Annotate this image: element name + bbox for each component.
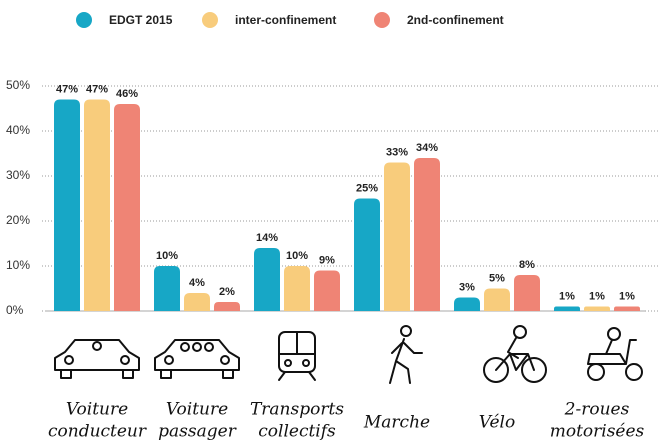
bar <box>154 266 180 311</box>
scooter-icon <box>587 327 643 381</box>
category-label: Vélo <box>479 413 515 433</box>
category-label: Voiture <box>66 400 128 420</box>
category-label: collectifs <box>258 422 336 442</box>
legend-label: 2nd-confinement <box>407 13 504 27</box>
legend-swatch <box>76 12 92 28</box>
value-label: 1% <box>619 290 635 302</box>
legend-swatch <box>202 12 218 28</box>
bar <box>484 288 510 311</box>
value-label: 47% <box>86 83 108 95</box>
bar <box>614 306 640 311</box>
legend-label: inter-confinement <box>235 13 336 27</box>
category-label: 2-roues <box>564 400 630 420</box>
value-label: 25% <box>356 182 378 194</box>
train-icon <box>278 331 316 381</box>
y-tick-label: 0% <box>6 303 24 317</box>
bar <box>84 99 110 311</box>
value-label: 33% <box>386 146 408 158</box>
category-label: Marche <box>363 413 430 433</box>
bar <box>214 302 240 311</box>
category-label: conducteur <box>48 422 147 442</box>
car-passenger-icon <box>154 339 240 379</box>
icons <box>54 325 643 384</box>
value-label: 10% <box>156 250 178 262</box>
bike-icon <box>483 325 547 383</box>
bar <box>284 266 310 311</box>
value-label: 2% <box>219 286 235 298</box>
category-label: Voiture <box>166 400 228 420</box>
y-tick-label: 30% <box>6 168 30 182</box>
y-tick-label: 40% <box>6 123 30 137</box>
value-label: 9% <box>319 254 335 266</box>
category-label: passager <box>158 422 237 442</box>
bar <box>384 162 410 311</box>
bar <box>514 275 540 311</box>
bar <box>254 248 280 311</box>
bar <box>414 158 440 311</box>
value-label: 3% <box>459 281 475 293</box>
bar <box>54 99 80 311</box>
bar <box>584 306 610 311</box>
value-label: 47% <box>56 83 78 95</box>
value-label: 10% <box>286 250 308 262</box>
bar <box>554 306 580 311</box>
legend-swatch <box>374 12 390 28</box>
bar <box>454 297 480 311</box>
category-label: motorisées <box>550 422 645 442</box>
y-tick-label: 10% <box>6 258 30 272</box>
walker-icon <box>389 325 423 384</box>
car-icon <box>54 339 140 379</box>
bar <box>354 198 380 311</box>
y-tick-label: 20% <box>6 213 30 227</box>
value-label: 5% <box>489 272 505 284</box>
value-label: 46% <box>116 88 138 100</box>
value-label: 1% <box>559 290 575 302</box>
value-label: 4% <box>189 277 205 289</box>
value-label: 34% <box>416 142 438 154</box>
category-label: Transports <box>250 400 344 420</box>
value-label: 8% <box>519 259 535 271</box>
y-tick-label: 50% <box>6 78 30 92</box>
legend-label: EDGT 2015 <box>109 13 173 27</box>
bar <box>184 293 210 311</box>
value-label: 1% <box>589 290 605 302</box>
bar <box>114 104 140 311</box>
bar <box>314 270 340 311</box>
value-label: 14% <box>256 232 278 244</box>
